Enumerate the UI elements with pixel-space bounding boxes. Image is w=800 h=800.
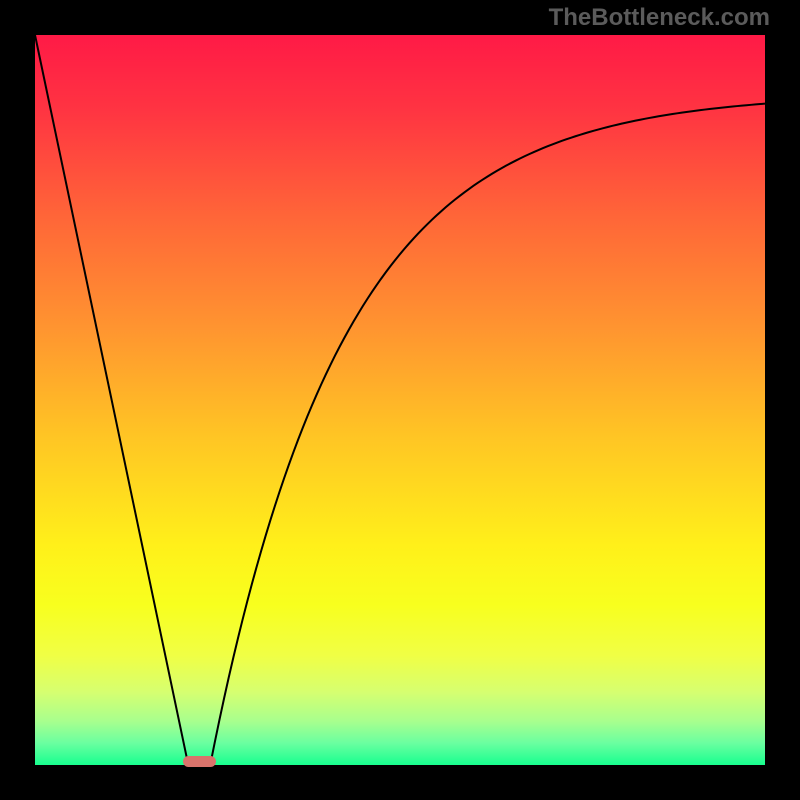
watermark-text: TheBottleneck.com [549,4,770,32]
chart-container: TheBottleneck.com [0,0,800,800]
min-marker [183,756,216,768]
plot-area [35,35,765,765]
